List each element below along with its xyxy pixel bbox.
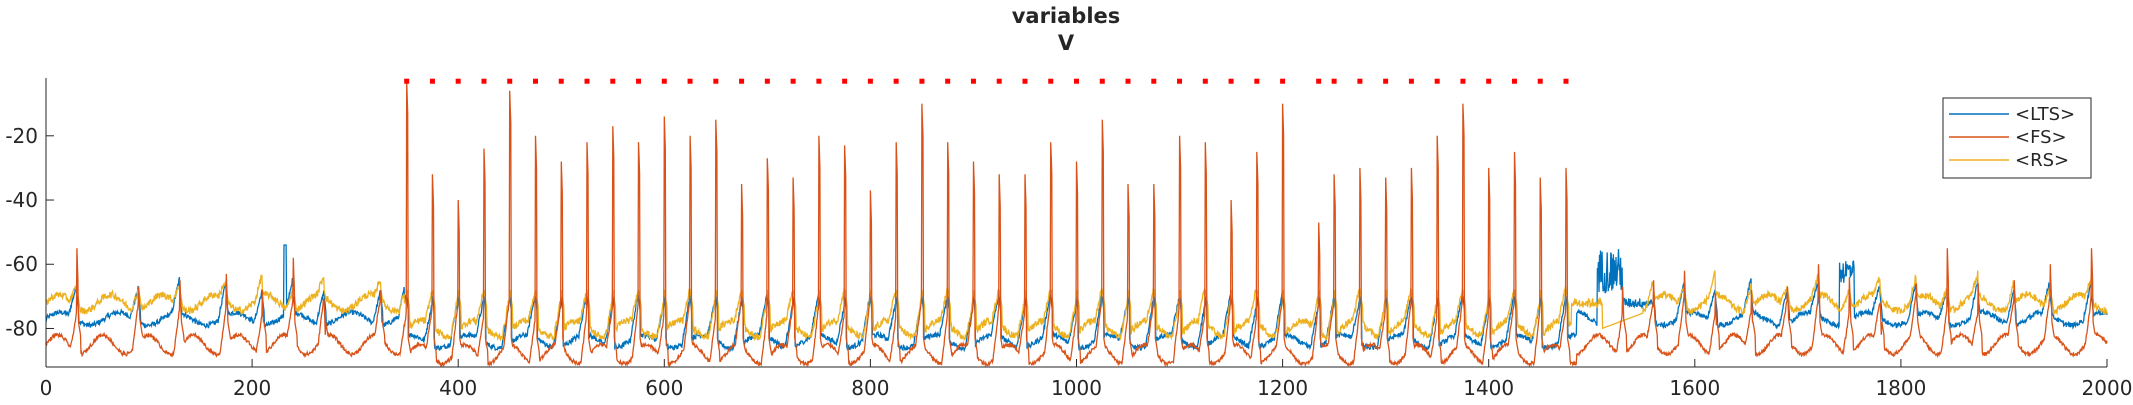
spike-marker xyxy=(687,78,693,84)
spike-marker xyxy=(661,78,667,84)
axes: 0 200 400 600 800 1000 1200 1400 1600 1800 2000 -80… xyxy=(5,78,2132,400)
spike-marker xyxy=(970,78,976,84)
spike-marker xyxy=(945,78,951,84)
spike-marker xyxy=(1202,78,1208,84)
legend-box xyxy=(1942,97,2092,179)
x-tick-label: 1000 xyxy=(1051,376,1102,400)
spike-marker xyxy=(842,78,848,84)
legend: <LTS><FS><RS> xyxy=(1942,97,2092,179)
spike-marker xyxy=(1280,78,1286,84)
y-tick-label: -80 xyxy=(5,316,38,340)
spike-marker xyxy=(1074,78,1079,84)
chart-subtitle: V xyxy=(1058,31,1075,55)
spike-marker xyxy=(1408,78,1414,84)
spike-marker xyxy=(1048,78,1054,84)
x-tick-label: 1400 xyxy=(1463,376,1514,400)
spike-marker xyxy=(455,78,461,84)
spike-markers xyxy=(404,78,1569,84)
spike-marker xyxy=(893,78,899,84)
spike-marker xyxy=(713,78,719,84)
legend-label: <RS> xyxy=(2015,150,2069,171)
x-tick-label: 600 xyxy=(645,376,683,400)
x-tick-label: 400 xyxy=(439,376,477,400)
spike-marker xyxy=(1486,78,1492,84)
spike-marker xyxy=(1125,78,1131,84)
spike-marker xyxy=(1357,78,1363,84)
spike-marker xyxy=(610,78,616,84)
spike-marker xyxy=(558,78,564,84)
y-tick-label: -40 xyxy=(5,188,38,212)
spike-marker xyxy=(429,78,435,84)
x-tick-label: 1800 xyxy=(1875,376,1926,400)
x-tick-label: 200 xyxy=(233,376,271,400)
spike-marker xyxy=(764,78,770,84)
spike-marker xyxy=(996,78,1002,84)
x-tick-label: 2000 xyxy=(2082,376,2133,400)
y-tick-label: -60 xyxy=(5,252,38,276)
spike-marker xyxy=(532,78,538,84)
x-tick-label: 800 xyxy=(851,376,889,400)
series-line-fs xyxy=(45,81,2108,368)
spike-marker xyxy=(404,78,410,84)
spike-marker xyxy=(739,78,745,84)
x-tick-label: 1600 xyxy=(1669,376,1720,400)
spike-marker xyxy=(867,78,873,84)
spike-marker xyxy=(1254,78,1260,84)
spike-marker xyxy=(816,78,822,84)
spike-marker xyxy=(919,78,925,84)
legend-label: <LTS> xyxy=(2015,104,2075,125)
y-tick-label: -20 xyxy=(5,124,38,148)
spike-marker xyxy=(507,78,513,84)
x-tick-label: 0 xyxy=(40,376,53,400)
spike-marker xyxy=(1177,78,1183,84)
spike-marker xyxy=(1099,78,1105,84)
spike-marker xyxy=(481,78,487,84)
spike-marker xyxy=(1537,78,1543,84)
spike-marker xyxy=(636,78,642,84)
spike-marker xyxy=(1151,78,1157,84)
spike-marker xyxy=(1563,78,1569,84)
spike-marker xyxy=(1022,78,1028,84)
chart-title: variables xyxy=(1012,4,1121,28)
spike-marker xyxy=(1511,78,1517,84)
spike-marker xyxy=(1316,78,1322,84)
x-tick-label: 1200 xyxy=(1257,376,1308,400)
spike-marker xyxy=(1228,78,1234,84)
spike-marker xyxy=(1434,78,1440,84)
spike-marker xyxy=(1383,78,1389,84)
spike-marker xyxy=(790,78,796,84)
legend-label: <FS> xyxy=(2015,127,2067,148)
plot-traces xyxy=(45,81,2108,368)
spike-marker xyxy=(584,78,590,84)
spike-marker xyxy=(1460,78,1466,84)
spike-marker xyxy=(1331,78,1337,84)
